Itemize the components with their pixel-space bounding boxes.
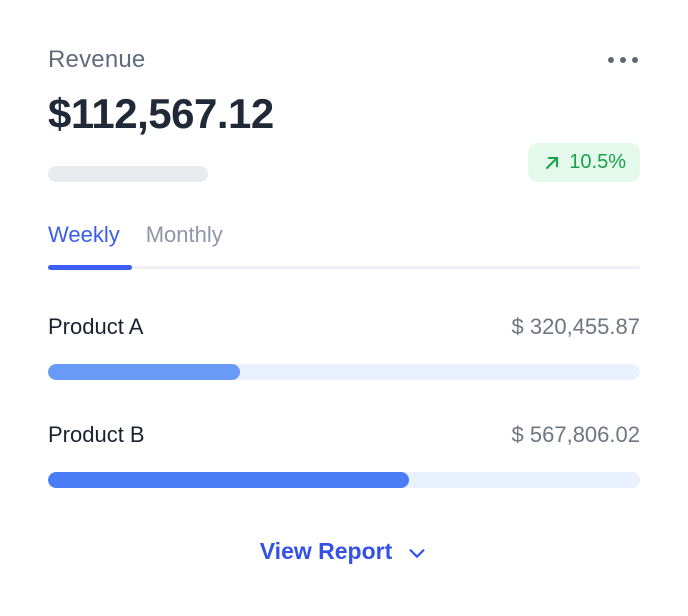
total-amount: $112,567.12 (48, 90, 274, 137)
change-value: 10.5% (569, 151, 626, 173)
product-name: Product B (48, 422, 145, 447)
product-progress-fill (48, 364, 241, 380)
product-row-header: Product A $ 320,455.87 (48, 314, 640, 340)
product-progress-fill (48, 472, 410, 488)
product-row: Product B $ 567,806.02 (48, 422, 640, 488)
tab-monthly[interactable]: Monthly (145, 222, 223, 247)
product-value: $ 320,455.87 (511, 314, 640, 339)
product-progress-track (48, 472, 640, 488)
amount-sub-row: 10.5% (48, 142, 640, 182)
product-name: Product A (48, 314, 144, 339)
ellipsis-icon (620, 57, 626, 63)
product-progress-track (48, 364, 640, 380)
card-header: Revenue (48, 46, 640, 74)
chevron-down-icon (409, 549, 425, 558)
change-badge: 10.5% (528, 143, 640, 182)
product-value: $ 567,806.02 (511, 422, 640, 447)
ellipsis-icon (632, 57, 638, 63)
card-footer: View Report (48, 538, 640, 565)
progress-placeholder-pill (48, 166, 208, 182)
tabs-underline (48, 265, 640, 270)
view-report-button[interactable]: View Report (260, 538, 429, 565)
arrow-up-right-icon (546, 156, 559, 169)
product-row: Product A $ 320,455.87 (48, 314, 640, 380)
ellipsis-icon (608, 57, 614, 63)
view-report-label: View Report (259, 538, 393, 564)
product-list: Product A $ 320,455.87 Product B $ 567,8… (48, 314, 640, 488)
active-tab-indicator (48, 265, 132, 270)
product-row-header: Product B $ 567,806.02 (48, 422, 640, 448)
tab-weekly[interactable]: Weekly (48, 222, 120, 247)
tabs-divider-line (48, 266, 640, 269)
card-title: Revenue (48, 46, 146, 73)
more-options-button[interactable] (606, 51, 640, 69)
period-tabs: Weekly Monthly (48, 222, 640, 248)
